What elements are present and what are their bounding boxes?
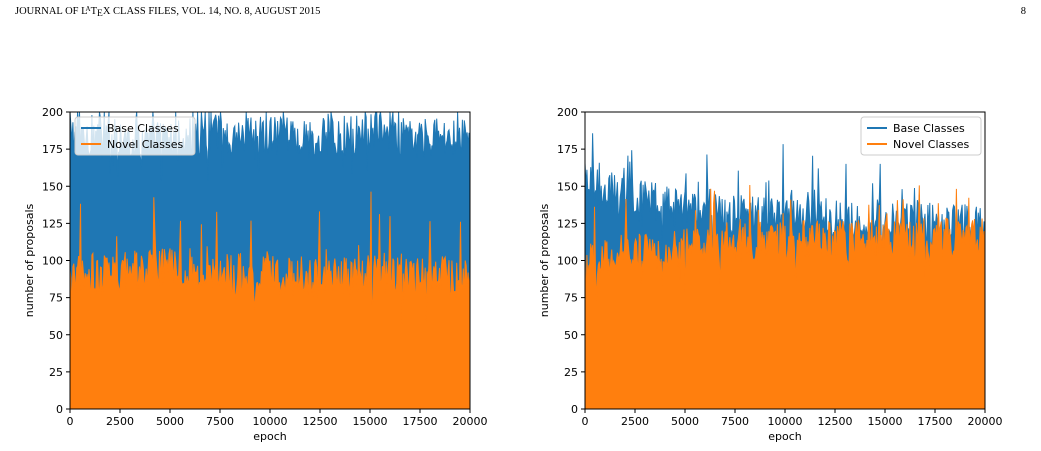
x-tick-label: 7500 bbox=[206, 415, 234, 428]
latex-a: A bbox=[85, 5, 91, 13]
chart-left: 0 2500 5000 7500 10000 12500 15000 17500 20000 0 2… bbox=[23, 106, 488, 443]
legend-label-novel-classes: Novel Classes bbox=[893, 138, 969, 151]
x-tick-label: 15000 bbox=[868, 415, 903, 428]
x-tick-label: 2500 bbox=[621, 415, 649, 428]
y-tick-label: 50 bbox=[49, 329, 63, 342]
page-number: 8 bbox=[1020, 6, 1026, 17]
chart-right: 0 2500 5000 7500 10000 12500 15000 17500 20000 0 2… bbox=[538, 106, 1003, 443]
page-header: JOURNAL OF LATEX CLASS FILES, VOL. 14, N… bbox=[15, 5, 1026, 20]
x-axis-label: epoch bbox=[253, 430, 287, 443]
y-tick-label: 0 bbox=[56, 403, 63, 416]
legend-label-base-classes: Base Classes bbox=[893, 122, 965, 135]
legend-box bbox=[74, 116, 196, 156]
series-line-base-classes bbox=[70, 112, 470, 181]
x-tick-label: 5000 bbox=[671, 415, 699, 428]
legend-label-base-classes: Base Classes bbox=[107, 122, 179, 135]
x-axis-label: epoch bbox=[768, 430, 802, 443]
legend-box bbox=[860, 116, 982, 156]
y-tick-label: 125 bbox=[42, 217, 63, 230]
legend: Base Classes Novel Classes bbox=[860, 116, 982, 156]
x-tick-label: 17500 bbox=[403, 415, 438, 428]
y-tick-label: 25 bbox=[564, 366, 578, 379]
series-area-novel-classes bbox=[70, 191, 470, 409]
y-axis-label: number of proposals bbox=[538, 203, 551, 317]
series-line-novel-classes bbox=[585, 184, 985, 306]
y-tick-label: 100 bbox=[42, 255, 63, 268]
y-tick-label: 175 bbox=[557, 143, 578, 156]
x-tick-label: 0 bbox=[67, 415, 74, 428]
y-tick-label: 0 bbox=[571, 403, 578, 416]
x-tick-label: 17500 bbox=[918, 415, 953, 428]
latex-t: T bbox=[90, 6, 98, 17]
y-tick-label: 150 bbox=[557, 180, 578, 193]
x-tick-label: 20000 bbox=[453, 415, 488, 428]
x-tick-label: 7500 bbox=[721, 415, 749, 428]
x-tick-label: 10000 bbox=[768, 415, 803, 428]
y-tick-label: 175 bbox=[42, 143, 63, 156]
header-text-pre: JOURNAL OF L bbox=[15, 6, 88, 17]
x-tick-label: 12500 bbox=[303, 415, 338, 428]
y-tick-label: 50 bbox=[564, 329, 578, 342]
y-tick-label: 200 bbox=[42, 106, 63, 119]
header-text-post: X CLASS FILES, VOL. 14, NO. 8, AUGUST 20… bbox=[102, 6, 321, 17]
x-tick-label: 5000 bbox=[156, 415, 184, 428]
y-tick-label: 100 bbox=[557, 255, 578, 268]
legend: Base Classes Novel Classes bbox=[74, 116, 196, 156]
legend-label-novel-classes: Novel Classes bbox=[107, 138, 183, 151]
y-tick-label: 150 bbox=[42, 180, 63, 193]
journal-header: JOURNAL OF LATEX CLASS FILES, VOL. 14, N… bbox=[15, 5, 321, 19]
x-tick-label: 20000 bbox=[968, 415, 1003, 428]
y-axis-label: number of proposals bbox=[23, 203, 36, 317]
x-tick-label: 10000 bbox=[253, 415, 288, 428]
x-tick-label: 12500 bbox=[818, 415, 853, 428]
series-area-novel-classes bbox=[585, 185, 985, 409]
y-tick-label: 75 bbox=[564, 292, 578, 305]
y-tick-label: 125 bbox=[557, 217, 578, 230]
x-tick-label: 0 bbox=[582, 415, 589, 428]
y-tick-label: 75 bbox=[49, 292, 63, 305]
x-tick-label: 2500 bbox=[106, 415, 134, 428]
latex-e: E bbox=[97, 9, 103, 19]
y-tick-label: 25 bbox=[49, 366, 63, 379]
series-line-novel-classes bbox=[70, 191, 470, 324]
y-tick-label: 200 bbox=[557, 106, 578, 119]
x-tick-label: 15000 bbox=[353, 415, 388, 428]
